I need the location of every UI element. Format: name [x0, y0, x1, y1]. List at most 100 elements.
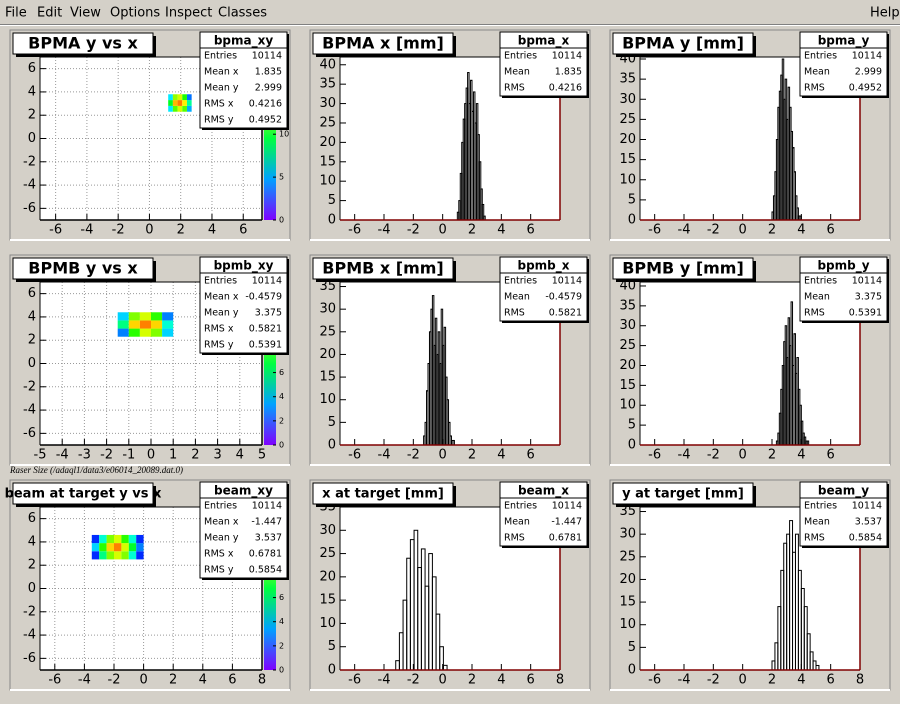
- y-tick-label: 20: [619, 572, 636, 587]
- y-tick-label: 4: [28, 309, 36, 324]
- pad: -6 -4 -2 0 2 4 6 8 0 5 10 15 20 25 30 35 y at target [mm…: [609, 479, 891, 691]
- x-tick-label: 0: [139, 673, 147, 688]
- stats-label: Mean: [804, 67, 830, 78]
- y-tick-label: 20: [619, 132, 636, 147]
- x-tick-label: -6: [648, 223, 661, 238]
- stats-value: 10114: [552, 51, 582, 62]
- menu-item[interactable]: View: [70, 6, 101, 21]
- y-tick-label: 2: [28, 108, 36, 123]
- stats-label: Entries: [804, 276, 837, 287]
- heat-cell: [177, 105, 183, 112]
- heat-cell: [99, 534, 107, 544]
- heat-cell: [172, 94, 178, 101]
- title-box: [612, 482, 754, 505]
- z-tick-label: 0: [279, 216, 284, 225]
- y-tick-label: 5: [628, 640, 636, 655]
- heat-cell: [151, 328, 163, 337]
- x-tick-label: 2: [177, 223, 185, 238]
- x-tick-label: 6: [827, 448, 835, 463]
- heat-cell: [172, 100, 178, 106]
- y-tick-label: 35: [619, 504, 636, 519]
- x-tick-label: 4: [497, 223, 505, 238]
- menu-help[interactable]: Help: [870, 6, 900, 21]
- x-tick-label: 8: [556, 673, 564, 688]
- menu-bar: [0, 0, 900, 24]
- x-tick-label: 0: [439, 673, 447, 688]
- stats-value: 0.5391: [849, 308, 882, 319]
- x-tick-label: 2: [768, 223, 776, 238]
- stats-value: 3.537: [255, 533, 282, 544]
- heat-cell: [139, 328, 151, 337]
- chart-title: BPMB y vs x: [28, 259, 138, 278]
- stats-label: Entries: [204, 501, 237, 512]
- menu-item[interactable]: Classes: [218, 6, 267, 21]
- x-tick-label: -4: [378, 448, 391, 463]
- x-tick-label: -2: [707, 673, 720, 688]
- chart-title: BPMB x [mm]: [322, 259, 443, 278]
- stats-value: 0.4216: [549, 83, 582, 94]
- y-tick-label: 35: [319, 77, 336, 92]
- menu-item[interactable]: Inspect: [165, 6, 212, 21]
- menu-item[interactable]: Edit: [37, 6, 62, 21]
- heat-cell: [99, 543, 107, 552]
- x-tick-label: -6: [648, 448, 661, 463]
- stats-label: Entries: [504, 501, 537, 512]
- heat-cell: [139, 312, 151, 321]
- heat-cell: [136, 543, 144, 552]
- stats-label: RMS: [504, 83, 525, 94]
- y-tick-label: 35: [319, 279, 336, 294]
- x-tick-label: -6: [48, 673, 61, 688]
- x-tick-label: 0: [739, 673, 747, 688]
- x-tick-label: -4: [80, 223, 93, 238]
- z-tick-label: 10: [279, 130, 289, 139]
- stats-label: Entries: [204, 51, 237, 62]
- y-tick-label: 10: [319, 616, 336, 631]
- y-tick-label: 30: [619, 527, 636, 542]
- heat-cell: [177, 94, 183, 101]
- stats-box: [499, 31, 588, 97]
- heat-cell: [151, 312, 163, 321]
- y-tick-label: 20: [319, 569, 336, 584]
- x-tick-label: -2: [112, 223, 125, 238]
- y-tick-label: -4: [23, 178, 36, 193]
- heat-cell: [162, 320, 174, 329]
- stats-label: Entries: [504, 276, 537, 287]
- y-tick-label: -6: [23, 426, 36, 441]
- x-tick-label: 4: [797, 448, 805, 463]
- y-tick-label: 5: [328, 639, 336, 654]
- x-tick-label: 2: [169, 673, 177, 688]
- stats-label: Entries: [804, 51, 837, 62]
- x-tick-label: 5: [258, 448, 266, 463]
- title-box: [12, 257, 154, 280]
- stats-value: -0.4579: [545, 292, 582, 303]
- y-tick-label: 25: [319, 324, 336, 339]
- z-tick-label: 0: [279, 441, 284, 450]
- stats-label: Mean x: [204, 67, 239, 78]
- x-tick-label: -4: [78, 673, 91, 688]
- y-tick-label: 10: [619, 398, 636, 413]
- stats-label: RMS x: [204, 99, 234, 110]
- stats-value: 0.5821: [549, 308, 582, 319]
- stats-label: RMS: [804, 533, 825, 544]
- heat-cell: [91, 543, 100, 552]
- stats-value: 10114: [252, 501, 282, 512]
- heat-cell: [128, 328, 140, 337]
- title-box: [312, 257, 454, 280]
- stats-value: 1.835: [555, 67, 582, 78]
- y-tick-label: 0: [328, 663, 336, 678]
- stats-value: 10114: [252, 51, 282, 62]
- stats-name: beam_x: [518, 484, 569, 499]
- z-tick-label: 2: [279, 641, 284, 650]
- y-tick-label: 15: [319, 154, 336, 169]
- heat-cell: [106, 543, 114, 552]
- y-tick-label: 25: [319, 546, 336, 561]
- heat-cell: [177, 100, 183, 106]
- x-tick-label: 0: [147, 448, 155, 463]
- menu-item[interactable]: File: [5, 6, 27, 21]
- y-tick-label: 25: [319, 115, 336, 130]
- stats-value: 0.4216: [249, 99, 282, 110]
- menu-item[interactable]: Options: [110, 6, 160, 21]
- heat-cell: [182, 105, 187, 112]
- y-tick-label: 10: [319, 392, 336, 407]
